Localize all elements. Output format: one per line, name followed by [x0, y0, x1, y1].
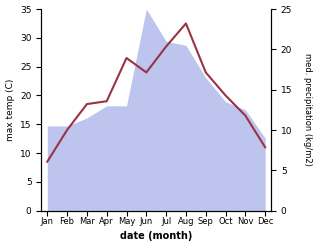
Y-axis label: max temp (C): max temp (C) — [5, 79, 15, 141]
Y-axis label: med. precipitation (kg/m2): med. precipitation (kg/m2) — [303, 53, 313, 166]
X-axis label: date (month): date (month) — [120, 231, 192, 242]
